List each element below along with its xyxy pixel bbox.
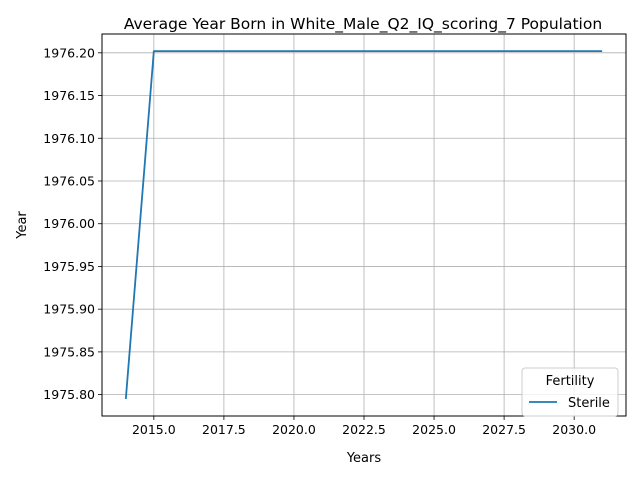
- y-tick-label: 1975.85: [43, 344, 95, 359]
- legend-box: [521, 367, 619, 417]
- gridlines: [102, 34, 626, 416]
- x-axis-label: Years: [346, 451, 382, 466]
- y-tick-label: 1976.05: [43, 173, 95, 188]
- legend: Fertility Sterile: [521, 367, 619, 417]
- legend-label-sterile: Sterile: [568, 396, 610, 411]
- series-line-sterile: [124, 50, 603, 399]
- y-tick-label: 1976.15: [43, 88, 95, 103]
- y-tick-label: 1976.00: [43, 216, 95, 231]
- x-tick-label: 2027.5: [482, 422, 526, 437]
- x-tick-label: 2015.0: [132, 422, 176, 437]
- x-axis: 2015.0 2017.5 2020.0 2022.5 2025.0 2027.5 2030…: [132, 416, 596, 437]
- x-tick-label: 2025.0: [412, 422, 456, 437]
- legend-title: Fertility: [546, 374, 595, 389]
- y-axis-label: Year: [15, 211, 30, 240]
- y-tick-label: 1975.90: [43, 302, 95, 317]
- x-tick-label: 2030.0: [552, 422, 596, 437]
- x-tick-label: 2022.5: [342, 422, 386, 437]
- x-tick-label: 2020.0: [272, 422, 316, 437]
- series-layer: [124, 50, 603, 399]
- y-tick-label: 1975.80: [43, 387, 95, 402]
- x-tick-label: 2017.5: [202, 422, 246, 437]
- y-tick-label: 1976.20: [43, 45, 95, 60]
- y-tick-label: 1975.95: [43, 259, 95, 274]
- y-tick-label: 1976.10: [43, 131, 95, 146]
- y-axis: 1975.80 1975.85 1975.90 1975.95 1976.00 1976.…: [43, 45, 102, 402]
- chart-title: Average Year Born in White_Male_Q2_IQ_sc…: [124, 15, 602, 34]
